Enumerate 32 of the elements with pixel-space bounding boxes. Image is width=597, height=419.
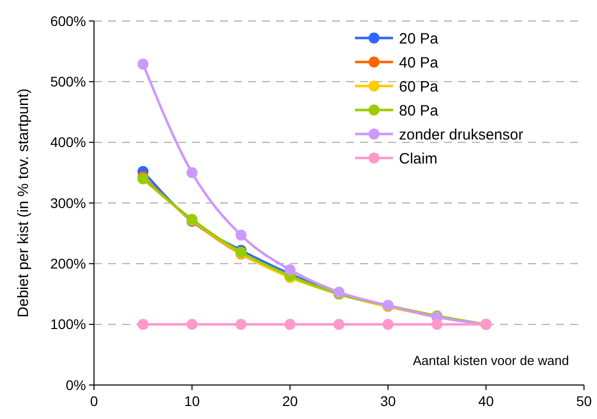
point — [236, 318, 246, 330]
legend-label: 80 Pa — [399, 102, 439, 120]
y-tick-label: 0% — [66, 376, 86, 393]
point — [382, 318, 394, 330]
y-axis-title: Debiet per kist (in % tov. startpunt) — [15, 88, 32, 318]
x-tick-label: 50 — [576, 393, 592, 409]
x-tick-label: 40 — [478, 393, 494, 409]
legend-label: 40 Pa — [399, 54, 439, 72]
legend-label: 20 Pa — [399, 30, 439, 48]
x-tick-label: 10 — [184, 393, 200, 409]
legend-label: 60 Pa — [399, 78, 439, 96]
point — [284, 264, 296, 276]
x-tick-label: 20 — [282, 393, 298, 409]
x-tick-label: 0 — [90, 393, 98, 409]
legend-label: Claim — [399, 150, 438, 168]
point — [186, 167, 198, 178]
point — [236, 230, 246, 241]
y-tick-label: 100% — [50, 316, 86, 332]
y-tick-label: 400% — [50, 134, 86, 150]
x-tick-label: 30 — [380, 393, 396, 409]
point — [432, 318, 442, 330]
point — [284, 318, 296, 330]
x-axis-title: Aantal kisten voor de wand — [412, 353, 569, 368]
point — [186, 318, 198, 330]
y-tick-label: 200% — [50, 256, 86, 272]
y-tick-label: 500% — [50, 74, 86, 90]
y-tick-label: 600% — [50, 12, 86, 29]
y-tick-label: 300% — [50, 194, 86, 211]
point — [138, 58, 148, 70]
legend-label: zonder druksensor — [399, 126, 524, 144]
point — [334, 318, 344, 330]
point — [138, 318, 148, 330]
